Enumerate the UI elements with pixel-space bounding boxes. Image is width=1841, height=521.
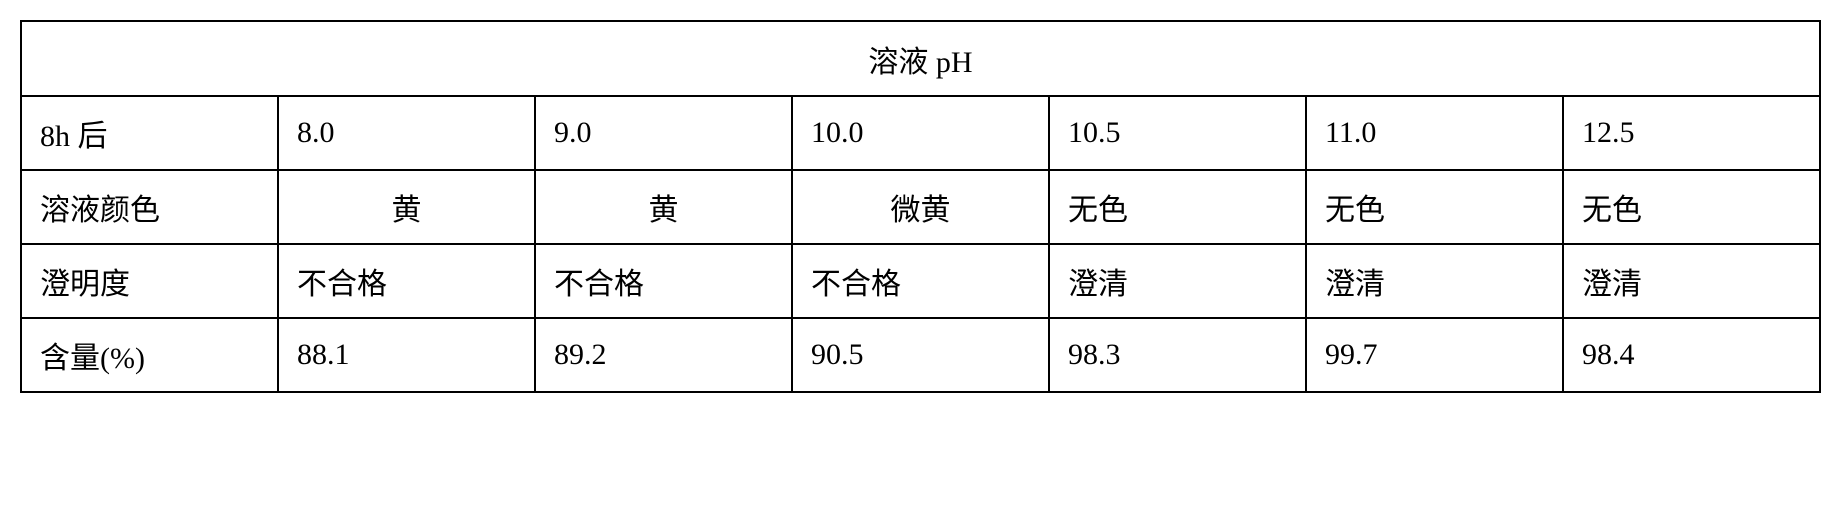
table-cell: 澄清 bbox=[1049, 244, 1306, 318]
table-row: 含量(%) 88.1 89.2 90.5 98.3 99.7 98.4 bbox=[21, 318, 1820, 392]
table-cell: 11.0 bbox=[1306, 96, 1563, 170]
table-cell: 8.0 bbox=[278, 96, 535, 170]
table-cell: 89.2 bbox=[535, 318, 792, 392]
table-cell: 无色 bbox=[1563, 170, 1820, 244]
table-row: 8h 后 8.0 9.0 10.0 10.5 11.0 12.5 bbox=[21, 96, 1820, 170]
table-cell: 黄 bbox=[278, 170, 535, 244]
table-cell: 10.0 bbox=[792, 96, 1049, 170]
ph-solution-table: 溶液 pH 8h 后 8.0 9.0 10.0 10.5 11.0 12.5 溶… bbox=[20, 20, 1821, 393]
table-cell: 微黄 bbox=[792, 170, 1049, 244]
table-body: 8h 后 8.0 9.0 10.0 10.5 11.0 12.5 溶液颜色 黄 … bbox=[21, 96, 1820, 392]
table-cell: 10.5 bbox=[1049, 96, 1306, 170]
row-label: 8h 后 bbox=[21, 96, 278, 170]
row-label: 澄明度 bbox=[21, 244, 278, 318]
table-cell: 无色 bbox=[1306, 170, 1563, 244]
table-cell: 99.7 bbox=[1306, 318, 1563, 392]
row-label: 溶液颜色 bbox=[21, 170, 278, 244]
table-header-row: 溶液 pH bbox=[21, 21, 1820, 96]
table-cell: 不合格 bbox=[278, 244, 535, 318]
table-cell: 不合格 bbox=[535, 244, 792, 318]
table-row: 溶液颜色 黄 黄 微黄 无色 无色 无色 bbox=[21, 170, 1820, 244]
table-row: 澄明度 不合格 不合格 不合格 澄清 澄清 澄清 bbox=[21, 244, 1820, 318]
table-cell: 9.0 bbox=[535, 96, 792, 170]
row-label: 含量(%) bbox=[21, 318, 278, 392]
table-cell: 88.1 bbox=[278, 318, 535, 392]
table-cell: 12.5 bbox=[1563, 96, 1820, 170]
table-cell: 黄 bbox=[535, 170, 792, 244]
table-cell: 98.3 bbox=[1049, 318, 1306, 392]
table-header-cell: 溶液 pH bbox=[21, 21, 1820, 96]
table-cell: 90.5 bbox=[792, 318, 1049, 392]
ph-solution-table-container: 溶液 pH 8h 后 8.0 9.0 10.0 10.5 11.0 12.5 溶… bbox=[20, 20, 1821, 393]
table-cell: 不合格 bbox=[792, 244, 1049, 318]
table-cell: 澄清 bbox=[1563, 244, 1820, 318]
table-cell: 澄清 bbox=[1306, 244, 1563, 318]
table-cell: 98.4 bbox=[1563, 318, 1820, 392]
table-cell: 无色 bbox=[1049, 170, 1306, 244]
